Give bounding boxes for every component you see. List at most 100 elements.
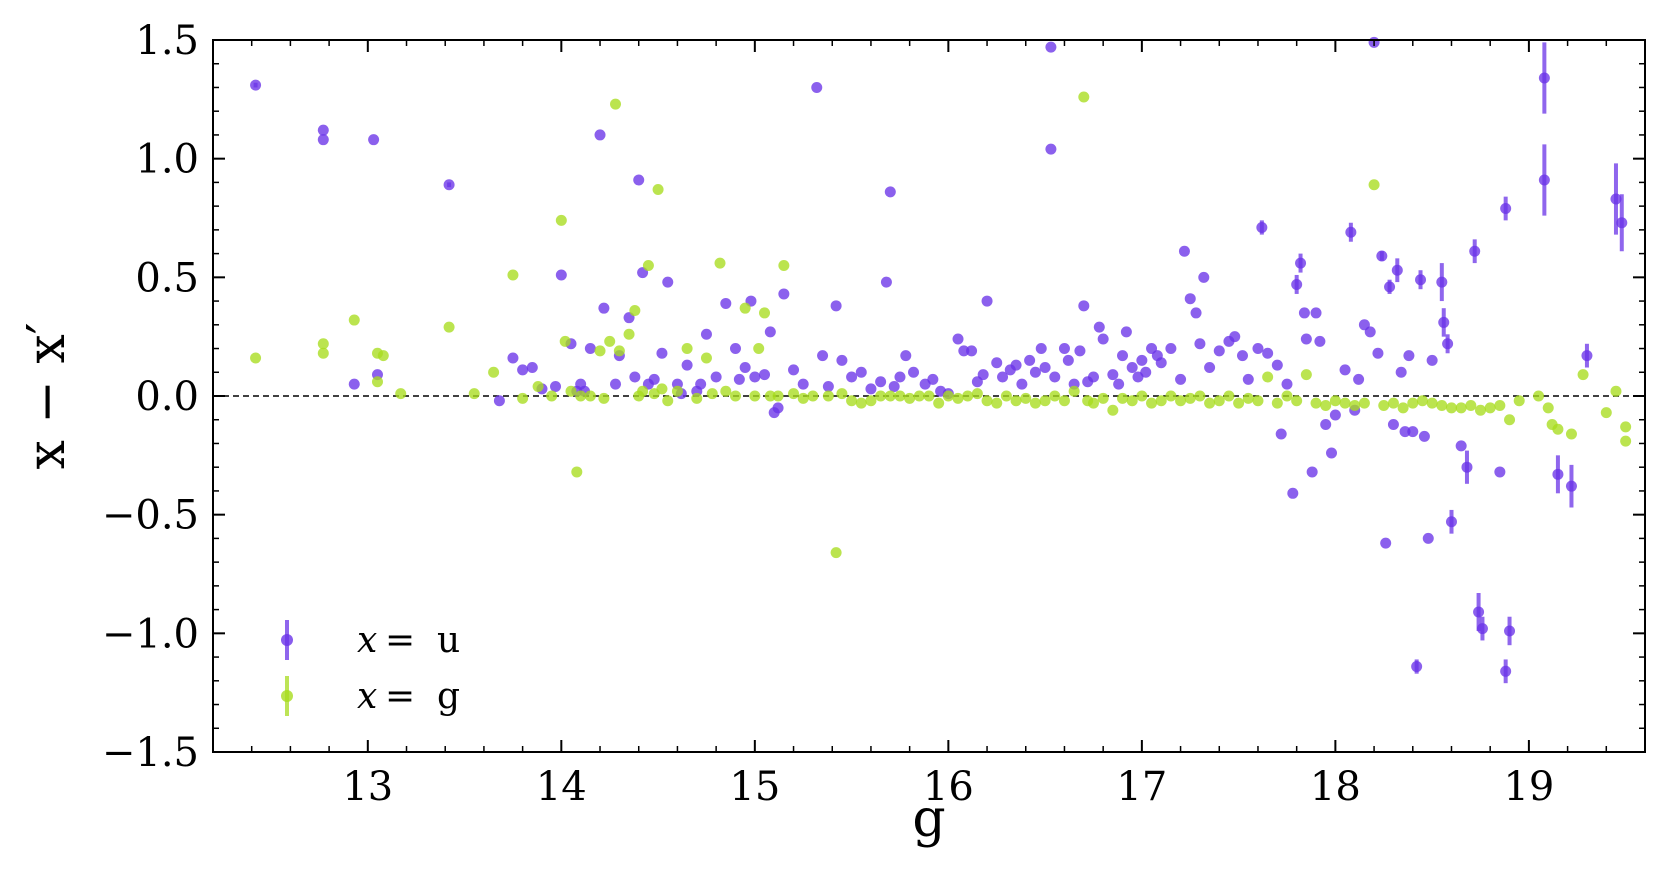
data-point [1262, 347, 1274, 359]
data-point [880, 276, 892, 288]
data-point [904, 392, 916, 404]
data-point [1242, 392, 1254, 404]
data-point [1113, 378, 1125, 390]
data-point [875, 376, 887, 388]
y-tick-label: −0.5 [102, 493, 199, 539]
data-point [1236, 350, 1248, 362]
data-point [865, 383, 877, 395]
data-point [749, 390, 761, 402]
data-point [710, 371, 722, 383]
data-point [575, 390, 587, 402]
legend-band: u [437, 620, 460, 661]
data-point [1175, 373, 1187, 385]
axis-ticks: 13 14 15 16 17 18 19 −1.5 −1.0 −0.5 0.0 0.5 1.0 1.5 [102, 18, 1646, 810]
data-point [1184, 293, 1196, 305]
data-point [629, 371, 641, 383]
data-point [1339, 364, 1351, 376]
y-tick-label: 0.0 [135, 374, 199, 420]
data-point [1252, 395, 1264, 407]
data-point [884, 186, 896, 198]
data-point [830, 547, 842, 559]
data-point [1194, 338, 1206, 350]
data-point [1368, 179, 1380, 191]
data-point [1620, 421, 1632, 433]
data-point [681, 343, 693, 355]
y-tick-label: −1.0 [102, 611, 199, 657]
data-point [1045, 41, 1057, 53]
data-point [1542, 402, 1554, 414]
data-point [1320, 399, 1332, 411]
data-point [1295, 257, 1307, 269]
data-point [811, 81, 823, 93]
data-point [1136, 354, 1148, 366]
data-point [555, 214, 567, 226]
data-point [1271, 359, 1283, 371]
data-point [1465, 399, 1477, 411]
data-point [598, 392, 610, 404]
legend-marker [281, 690, 293, 702]
data-point [1416, 395, 1428, 407]
data-point [1155, 395, 1167, 407]
data-point [1455, 402, 1467, 414]
data-point [1504, 625, 1516, 637]
data-point [729, 390, 741, 402]
data-point [1565, 480, 1577, 492]
data-point [493, 395, 505, 407]
data-point [1281, 390, 1293, 402]
data-point [1117, 392, 1129, 404]
data-point [377, 350, 389, 362]
data-point [1058, 343, 1070, 355]
data-point [952, 392, 964, 404]
data-point [1349, 399, 1361, 411]
data-point [648, 373, 660, 385]
x-tick-label: 19 [1503, 764, 1554, 810]
data-point [1380, 537, 1392, 549]
data-point [1229, 331, 1241, 343]
data-point [981, 295, 993, 307]
data-point [772, 402, 784, 414]
y-axis-label: x − x′ [17, 322, 77, 469]
data-point [1407, 397, 1419, 409]
data-point [1298, 307, 1310, 319]
data-point [1422, 532, 1434, 544]
data-point [662, 276, 674, 288]
x-tick-label: 17 [1116, 764, 1167, 810]
data-point [836, 388, 848, 400]
data-point [966, 345, 978, 357]
data-point [1620, 435, 1632, 447]
data-point [778, 259, 790, 271]
data-point [1039, 395, 1051, 407]
data-point [1107, 369, 1119, 381]
data-point [875, 390, 887, 402]
data-point [733, 373, 745, 385]
data-point [1275, 428, 1287, 440]
data-point [1252, 343, 1264, 355]
x-tick-label: 15 [729, 764, 780, 810]
data-point [1358, 397, 1370, 409]
data-point [317, 338, 329, 350]
data-point [1262, 371, 1274, 383]
data-point [1291, 278, 1303, 290]
data-point [1146, 397, 1158, 409]
x-tick-label: 14 [536, 764, 587, 810]
series-u [250, 36, 1628, 684]
data-point [550, 381, 562, 393]
data-point [1494, 399, 1506, 411]
data-point [584, 390, 596, 402]
x-tick-label: 16 [923, 764, 974, 810]
data-point [1010, 359, 1022, 371]
data-point [1097, 333, 1109, 345]
data-point [739, 302, 751, 314]
data-point [629, 305, 641, 317]
data-point [1087, 397, 1099, 409]
data-point [642, 259, 654, 271]
data-point [571, 466, 583, 478]
data-point [1155, 357, 1167, 369]
data-point [1093, 321, 1105, 333]
data-point [1213, 395, 1225, 407]
data-point [1326, 447, 1338, 459]
y-tick-label: 1.0 [135, 137, 199, 183]
data-point [962, 390, 974, 402]
data-point [927, 373, 939, 385]
data-point [1204, 397, 1216, 409]
